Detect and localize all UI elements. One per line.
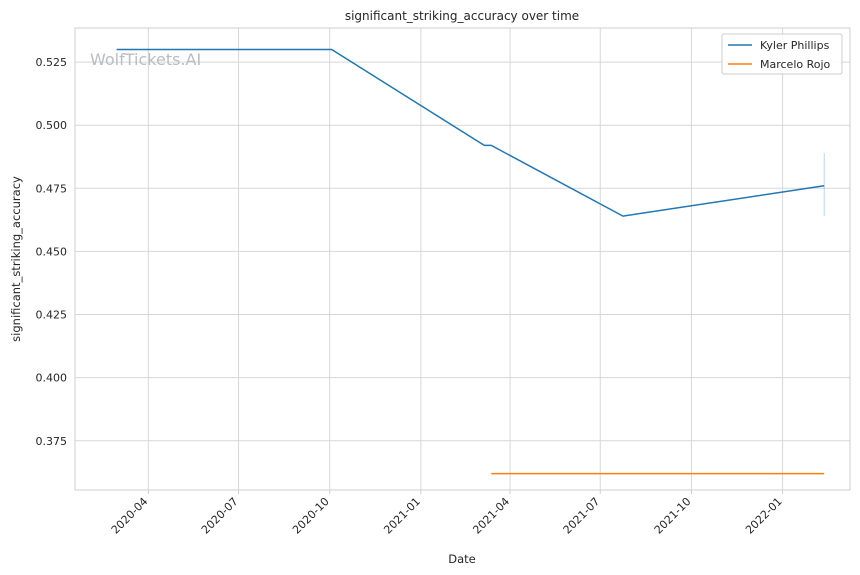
legend-label-marcelo-rojo: Marcelo Rojo	[760, 58, 831, 71]
y-tick-label: 0.525	[36, 56, 68, 69]
watermark: WolfTickets.AI	[90, 50, 201, 69]
y-tick-label: 0.375	[36, 435, 68, 448]
x-tick-label: 2022-01	[743, 495, 785, 537]
series-line-kyler-phillips	[116, 48, 825, 217]
y-axis-label: significant_striking_accuracy	[9, 176, 23, 342]
grid	[75, 28, 850, 490]
x-axis: 2020-04 2020-07 2020-10 2021-01 2021-04 2021-…	[109, 490, 785, 537]
chart-title: significant_striking_accuracy over time	[345, 9, 579, 23]
x-tick-label: 2020-10	[290, 495, 332, 537]
y-axis: 0.375 0.400 0.425 0.450 0.475 0.500 0.525	[36, 56, 68, 448]
series-layer	[116, 48, 825, 475]
legend-label-kyler-phillips: Kyler Phillips	[760, 39, 830, 52]
x-axis-label: Date	[448, 552, 476, 566]
x-tick-label: 2020-04	[109, 495, 151, 537]
plot-frame	[74, 27, 851, 491]
x-tick-label: 2020-07	[199, 495, 241, 537]
x-tick-label: 2021-07	[561, 495, 603, 537]
y-tick-label: 0.500	[36, 119, 68, 132]
y-tick-label: 0.425	[36, 309, 68, 322]
x-tick-label: 2021-04	[470, 495, 512, 537]
x-tick-label: 2021-10	[652, 495, 694, 537]
x-tick-label: 2021-01	[381, 495, 423, 537]
y-tick-label: 0.400	[36, 372, 68, 385]
y-tick-label: 0.475	[36, 182, 68, 195]
legend: Kyler Phillips Marcelo Rojo	[721, 33, 843, 75]
y-tick-label: 0.450	[36, 245, 68, 258]
